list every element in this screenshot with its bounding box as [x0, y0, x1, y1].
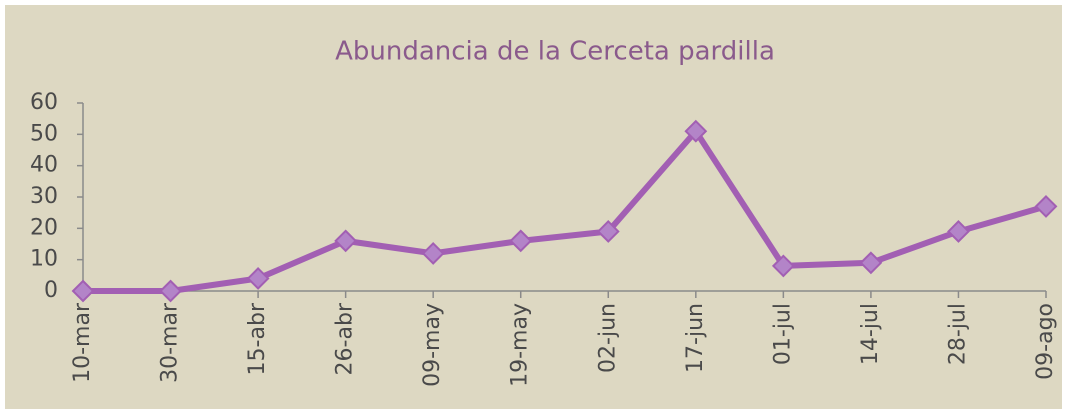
marker	[859, 251, 883, 275]
marker	[509, 229, 533, 253]
marker	[947, 220, 970, 243]
x-tick-label: 02-jun	[595, 303, 620, 373]
y-tick-label: 60	[30, 90, 58, 115]
x-tick-label: 30-mar	[158, 302, 183, 383]
y-tick-label: 30	[30, 184, 58, 209]
marker	[596, 220, 620, 243]
x-tick-label: 09-may	[420, 303, 445, 387]
marker	[159, 279, 182, 303]
y-tick-label: 40	[30, 153, 58, 178]
chart-title: Abundancia de la Cerceta pardilla	[335, 37, 775, 67]
marker	[771, 254, 795, 278]
x-tick-label: 26-abr	[333, 302, 358, 375]
marker	[246, 267, 270, 290]
line	[83, 128, 1047, 294]
y-tick-label: 0	[44, 278, 58, 303]
chart-background	[5, 5, 1062, 409]
marker	[334, 229, 358, 253]
x-tick-label: 14-jul	[858, 303, 883, 365]
y-tick-label: 10	[30, 247, 58, 272]
x-tick-label: 17-jun	[683, 303, 708, 373]
y-tick-label: 50	[30, 121, 58, 146]
x-tick-label: 01-jul	[770, 303, 795, 365]
x-tick-label: 10-mar	[70, 302, 95, 383]
x-tick-label: 09-ago	[1033, 303, 1058, 380]
x-tick-label: 15-abr	[245, 302, 270, 375]
marker	[71, 279, 95, 303]
x-tick-label: 28-jul	[945, 303, 970, 365]
marker	[684, 119, 708, 143]
marker	[1034, 194, 1058, 218]
x-tick-label: 19-may	[508, 303, 533, 387]
marker	[421, 241, 445, 265]
y-tick-label: 20	[30, 215, 58, 240]
